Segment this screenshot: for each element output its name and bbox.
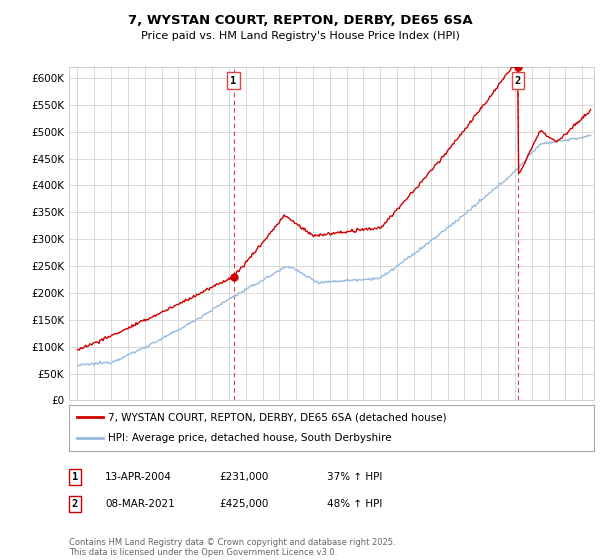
Text: £425,000: £425,000 [219,499,268,509]
Text: 1: 1 [72,472,78,482]
Text: HPI: Average price, detached house, South Derbyshire: HPI: Average price, detached house, Sout… [109,433,392,444]
Text: 48% ↑ HPI: 48% ↑ HPI [327,499,382,509]
Text: Contains HM Land Registry data © Crown copyright and database right 2025.
This d: Contains HM Land Registry data © Crown c… [69,538,395,557]
Text: 37% ↑ HPI: 37% ↑ HPI [327,472,382,482]
Text: 2: 2 [515,76,521,86]
Text: Price paid vs. HM Land Registry's House Price Index (HPI): Price paid vs. HM Land Registry's House … [140,31,460,41]
Text: 7, WYSTAN COURT, REPTON, DERBY, DE65 6SA (detached house): 7, WYSTAN COURT, REPTON, DERBY, DE65 6SA… [109,412,447,422]
Text: 13-APR-2004: 13-APR-2004 [105,472,172,482]
Text: 7, WYSTAN COURT, REPTON, DERBY, DE65 6SA: 7, WYSTAN COURT, REPTON, DERBY, DE65 6SA [128,14,472,27]
Text: 08-MAR-2021: 08-MAR-2021 [105,499,175,509]
Text: 1: 1 [230,76,236,86]
Text: 2: 2 [72,499,78,509]
Text: £231,000: £231,000 [219,472,268,482]
